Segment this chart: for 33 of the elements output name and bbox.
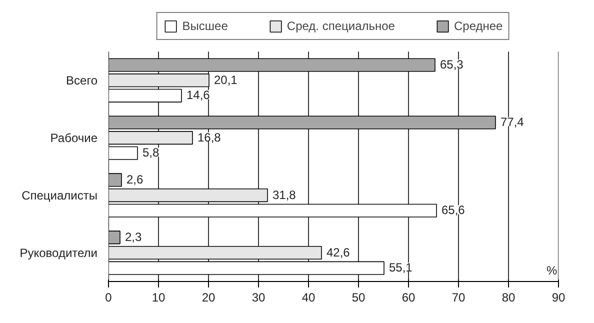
data-label: 5,8 — [142, 146, 160, 160]
x-axis-title: % — [546, 264, 558, 278]
x-tick-label: 60 — [402, 290, 416, 304]
y-tick-label: Всего — [66, 73, 98, 88]
y-tick-label: Рабочие — [50, 130, 98, 145]
data-label: 2,3 — [125, 230, 142, 244]
bar — [108, 230, 120, 244]
x-tick-label: 40 — [302, 290, 316, 304]
data-label: 77,4 — [500, 114, 524, 129]
data-label: 31,8 — [272, 188, 296, 202]
data-label: 16,8 — [198, 130, 222, 144]
x-tick-label: 90 — [552, 290, 566, 304]
data-label: 2,6 — [126, 172, 144, 186]
legend-label: Высшее — [182, 19, 228, 33]
x-tick-label: 70 — [452, 290, 466, 304]
x-tick-label: 30 — [252, 290, 266, 304]
x-tick-label: 0 — [105, 290, 112, 304]
data-label: 55,1 — [389, 260, 413, 275]
data-label: 20,1 — [214, 72, 238, 87]
y-tick-label: Руководители — [20, 246, 98, 260]
x-tick-label: 50 — [352, 290, 366, 304]
y-tick-label: Специалисты — [22, 188, 98, 202]
bar — [108, 173, 122, 187]
bar — [108, 146, 138, 160]
data-label: 65,6 — [442, 203, 466, 218]
data-label: 42,6 — [326, 245, 350, 260]
x-tick-label: 10 — [152, 290, 166, 304]
data-label: 65,3 — [440, 58, 464, 72]
x-tick-label: 80 — [502, 290, 516, 304]
data-label: 14,6 — [186, 88, 210, 102]
legend-label: Сред. специальное — [286, 19, 395, 33]
x-tick-label: 20 — [202, 290, 216, 304]
legend-label: Среднее — [454, 19, 503, 33]
